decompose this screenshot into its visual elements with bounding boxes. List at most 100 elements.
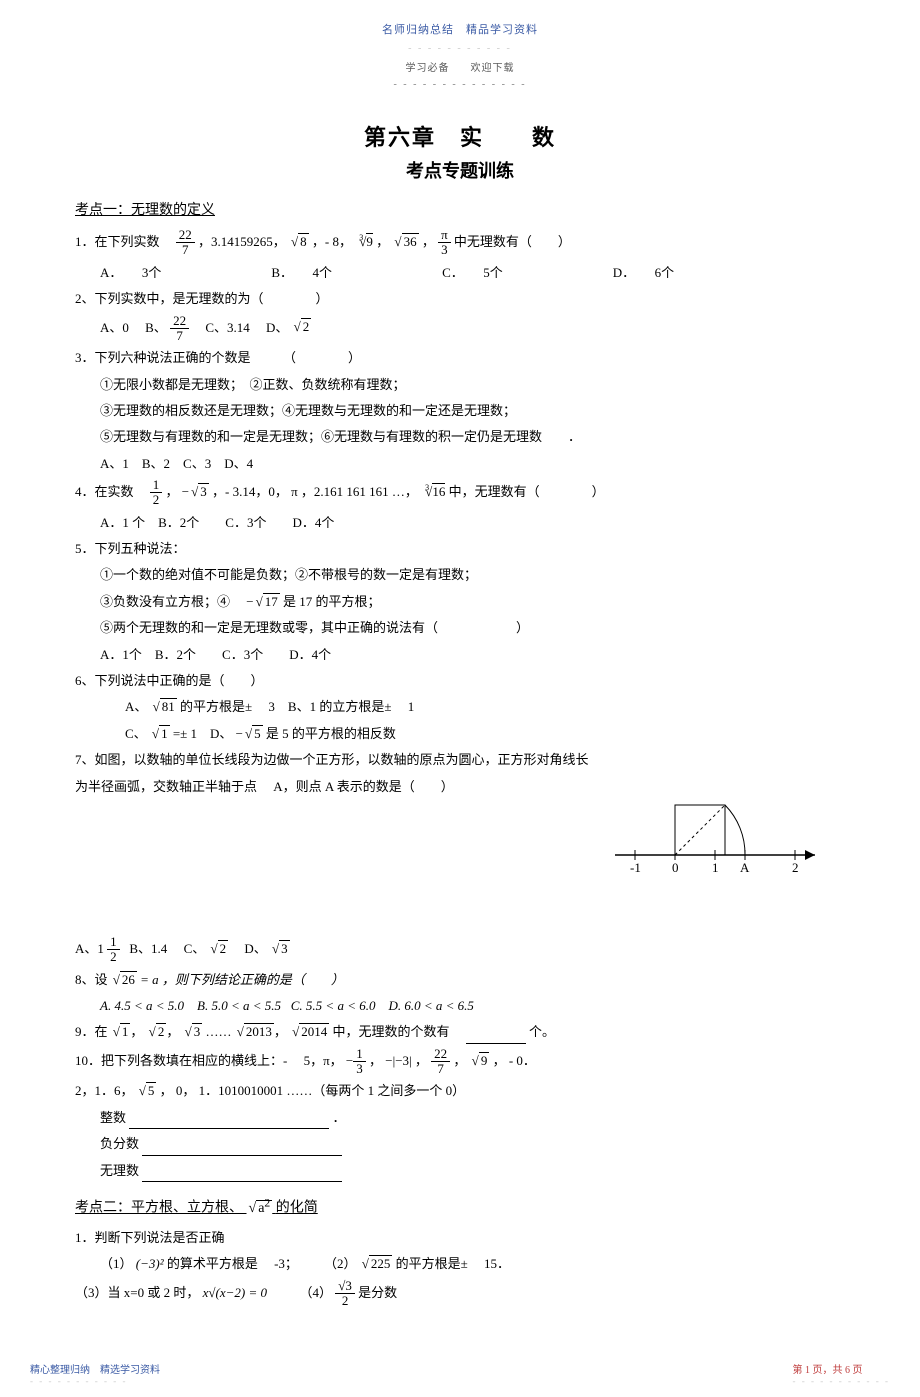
footer-left-text: 精心整理归纳 精选学习资料 — [30, 1365, 160, 1376]
q4: 4．在实数 12 ， −3 ，- 3.14，0， π ，2.161 161 16… — [75, 478, 845, 508]
q7-optA-pre: A、1 — [75, 941, 104, 956]
sqrt-icon: 1 — [111, 1020, 131, 1043]
q10-cat1-label: 整数 — [100, 1110, 126, 1125]
q2-opts: A、0 B、 227 C、3.14 D、 2 — [75, 314, 845, 344]
cbrt-icon: 3√9 — [355, 230, 373, 253]
top-banner: 名师归纳总结 精品学习资料 — [75, 20, 845, 38]
number-line-diagram: -1 0 1 A 2 — [605, 780, 825, 887]
sub-banner-right: 欢迎下载 — [471, 63, 515, 74]
q7-optC-pre: C、 — [184, 941, 206, 956]
q10-cat2-label: 负分数 — [100, 1136, 139, 1151]
q7-optB: B、1.4 — [129, 941, 167, 956]
page-footer: 精心整理归纳 精选学习资料 - - - - - - - - - - - 第 1 … — [0, 1351, 920, 1397]
q1: 1．在下列实数 227 ，3.14159265， 8 ，- 8， 3√9 ， 3… — [75, 228, 845, 258]
svg-text:1: 1 — [712, 860, 719, 875]
q5-l2-a: ③负数没有立方根；④ — [100, 594, 243, 609]
sqrt-icon: 5 — [137, 1079, 157, 1102]
sqrt-icon: 1 — [150, 722, 170, 745]
q1-stem-b: ，3.14159265， — [198, 234, 286, 249]
sub-banner-left: 学习必备 — [406, 63, 450, 74]
section1-title: 考点一：无理数的定义 — [75, 198, 845, 223]
sqrt-icon: 225 — [360, 1252, 393, 1275]
footer-dots: - - - - - - - - - - - — [30, 1376, 127, 1386]
q10-line2b: ， 0， 1．1010010001 ……（每两个 1 之间多一个 0） — [160, 1083, 466, 1098]
svg-text:-1: -1 — [630, 860, 641, 875]
footer-right: 第 1 页，共 6 页 - - - - - - - - - - - — [793, 1361, 890, 1387]
s2-p3-expr: x√(x−2) = 0 — [203, 1284, 267, 1299]
q10-line2a: 2，1．6， — [75, 1083, 134, 1098]
s2-p4-frac: √32 — [335, 1279, 355, 1309]
q5-l2-b: 是 17 的平方根； — [283, 594, 381, 609]
subtitle: 考点专题训练 — [75, 157, 845, 183]
s2-q1-line2: （3）当 x=0 或 2 时， x√(x−2) = 0 （4） √32 是分数 — [75, 1279, 845, 1309]
q4-stem-b: ， — [166, 484, 179, 499]
sqrt-icon: 2 — [292, 315, 312, 338]
content: 考点一：无理数的定义 1．在下列实数 227 ，3.14159265， 8 ，-… — [75, 198, 845, 1308]
q1-stem-a: 1．在下列实数 — [75, 234, 173, 249]
sqrt-icon: 81 — [151, 695, 177, 718]
q3-stem: 3．下列六种说法正确的个数是 （ ） — [75, 346, 845, 369]
q2-stem: 2、下列实数中，是无理数的为（ ） — [75, 287, 845, 310]
footer-left: 精心整理归纳 精选学习资料 - - - - - - - - - - - — [30, 1361, 160, 1387]
q7-stem2: 为半径画弧，交数轴正半轴于点 A，则点 A 表示的数是（ ） — [75, 779, 454, 794]
document-page: 名师归纳总结 精品学习资料 - - - - - - - - - - - 学习必备… — [0, 0, 920, 1351]
top-dots: - - - - - - - - - - - — [75, 43, 845, 54]
s2-p1-expr: (−3)² — [136, 1256, 164, 1271]
q10-mid3: ， — [453, 1053, 466, 1068]
footer-right-text: 第 1 页，共 6 页 — [793, 1365, 863, 1376]
q10-mid1: ， — [369, 1053, 385, 1068]
sqrt-icon: 8 — [289, 230, 309, 253]
s2-p1-a: （1） — [100, 1256, 133, 1271]
q4-stem-a: 4．在实数 — [75, 484, 147, 499]
s2-p4-a: （4） — [299, 1284, 332, 1299]
q8-stem-a: 8、设 — [75, 972, 111, 987]
q4-stem-c: ，- 3.14，0， π ，2.161 161 161 …， — [212, 484, 418, 499]
sqrt-icon: a2 — [247, 1192, 273, 1221]
q10-abs: −|−3| — [385, 1053, 411, 1068]
sqrt-icon: 2 — [147, 1020, 167, 1043]
q2-optD-pre: D、 — [266, 319, 288, 334]
q10-stem-b: ， - 0． — [493, 1053, 536, 1068]
q6-optC-post: =± 1 — [173, 726, 197, 741]
sqrt-icon: 26 — [111, 968, 137, 991]
chapter-title: 第六章 实 数 — [75, 120, 845, 152]
q1-stem-f: 中无理数有（ ） — [454, 234, 571, 249]
q1-optA: A． 3个 — [100, 261, 161, 284]
q4-opts: A．1 个 B．2个 C．3个 D．4个 — [75, 511, 845, 534]
q7-optD-pre: D、 — [244, 941, 266, 956]
sqrt-icon: 5 — [243, 722, 263, 745]
sub-banner: 学习必备 欢迎下载 — [75, 59, 845, 74]
q8-optC: C. 5.5 < a < 6.0 — [291, 998, 376, 1013]
q1-stem-d: ， — [376, 234, 389, 249]
q9-stem-a: 9．在 — [75, 1024, 111, 1039]
q9-tail: 个。 — [529, 1024, 555, 1039]
q9-stem-b: 中，无理数的个数有 — [333, 1024, 463, 1039]
q6-stem: 6、下列说法中正确的是（ ） — [75, 669, 845, 692]
q6-optC-pre: C、 — [125, 726, 147, 741]
q2-optB-pre: B、 — [145, 319, 167, 334]
q6-line2: C、 1 =± 1 D、 −5 是 5 的平方根的相反数 — [75, 722, 845, 745]
sqrt-icon: 3 — [189, 480, 209, 503]
q2-optC: C、3.14 — [205, 319, 249, 334]
svg-text:2: 2 — [792, 860, 799, 875]
q10-stem-a: 10．把下列各数填在相应的横线上：- 5，π， — [75, 1053, 343, 1068]
q8: 8、设 26 = a ，则下列结论正确的是（ ） — [75, 968, 845, 991]
blank-line — [142, 1142, 342, 1156]
q6-optA-pre: A、 — [125, 699, 147, 714]
q8-stem-b: = a ，则下列结论正确的是（ ） — [140, 972, 344, 987]
q1-optC: C． 5个 — [442, 261, 503, 284]
q6-optA-post: 的平方根是± 3 — [180, 699, 275, 714]
s2-p1-b: 的算术平方根是 -3； — [167, 1256, 298, 1271]
sqrt-icon: 2013 — [235, 1020, 274, 1043]
s2-p4-b: 是分数 — [358, 1284, 397, 1299]
top-banner-text: 名师归纳总结 精品学习资料 — [382, 24, 538, 36]
q9-mid: …… — [205, 1024, 234, 1039]
q7-line2: 为半径画弧，交数轴正半轴于点 A，则点 A 表示的数是（ ） -1 0 1 — [75, 775, 845, 798]
q6-optB: B、1 的立方根是± 1 — [288, 699, 414, 714]
q9: 9．在 1， 2， 3 …… 2013， 2014 中，无理数的个数有 个。 — [75, 1020, 845, 1043]
q5-opts: A．1个 B．2个 C．3个 D．4个 — [75, 643, 845, 666]
section2-title: 考点二：平方根、立方根、 a2 的化简 — [75, 1192, 845, 1221]
q6-optD-pre: D、 — [210, 726, 232, 741]
sqrt-icon: 36 — [392, 230, 418, 253]
q4-stem-d: 中，无理数有（ ） — [449, 484, 605, 499]
